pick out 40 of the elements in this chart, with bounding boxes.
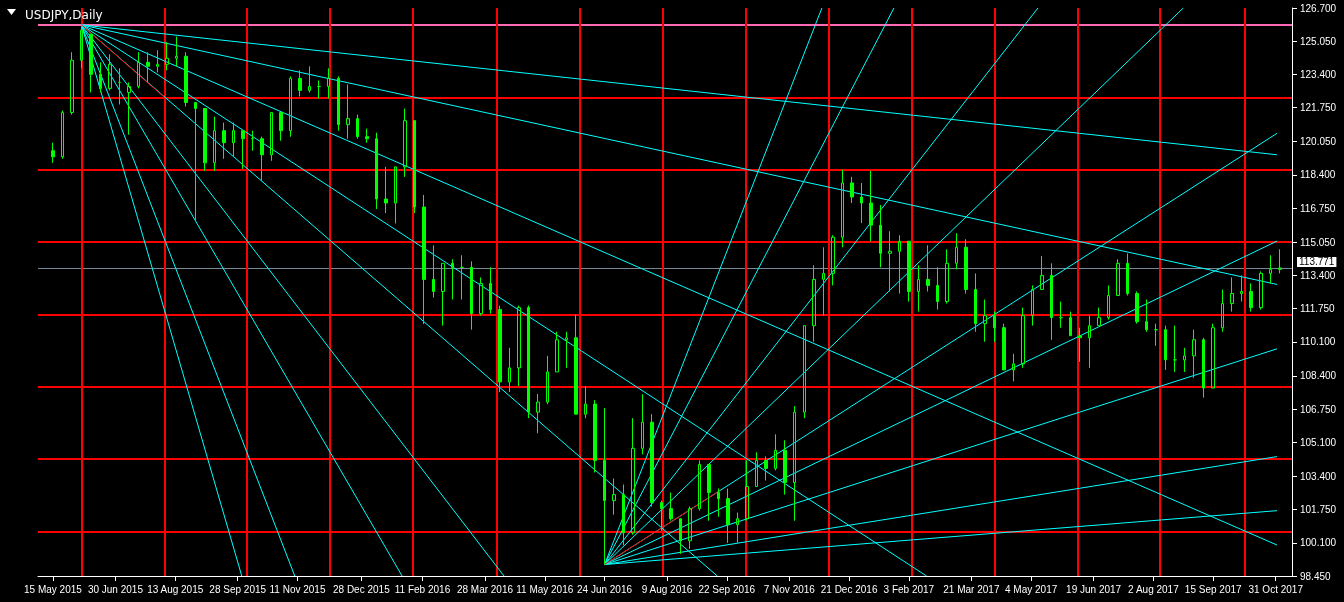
y-tick-label: 98.450 [1300, 570, 1332, 582]
y-tick-label: 106.750 [1300, 403, 1337, 415]
ref-line-label: 113.771 [1299, 256, 1335, 268]
x-tick-label: 21 Mar 2017 [943, 583, 1000, 595]
y-tick-label: 108.400 [1300, 370, 1337, 382]
x-tick-label: 19 Jun 2017 [1066, 583, 1122, 595]
y-tick-label: 100.100 [1300, 537, 1337, 549]
y-tick-label: 101.750 [1300, 504, 1337, 516]
x-tick-label: 21 Dec 2016 [820, 583, 878, 595]
y-tick-label: 123.400 [1300, 68, 1337, 80]
x-tick-label: 24 Jun 2016 [577, 583, 633, 595]
y-tick-label: 116.750 [1300, 202, 1336, 214]
x-tick-label: 22 Sep 2016 [698, 583, 756, 595]
x-tick-label: 11 Feb 2016 [394, 583, 451, 595]
y-tick-label: 120.050 [1300, 136, 1337, 148]
y-tick-label: 118.400 [1300, 169, 1336, 181]
x-tick-label: 30 Jun 2015 [87, 583, 144, 595]
x-tick-label: 11 Nov 2015 [269, 583, 326, 595]
x-tick-label: 9 Aug 2016 [641, 583, 693, 595]
x-tick-label: 3 Feb 2017 [883, 583, 935, 595]
x-tick-label: 15 May 2015 [24, 583, 83, 595]
y-tick-label: 121.750 [1300, 102, 1337, 114]
x-tick-label: 31 Oct 2017 [1248, 583, 1304, 595]
y-tick-label: 125.050 [1300, 35, 1337, 47]
x-tick-label: 28 Sep 2015 [209, 583, 267, 595]
y-tick-label: 126.700 [1300, 2, 1337, 14]
x-tick-label: 28 Dec 2015 [332, 583, 391, 595]
x-tick-label: 7 Nov 2016 [763, 583, 816, 595]
x-tick-label: 4 May 2017 [1005, 583, 1058, 595]
x-tick-label: 11 May 2016 [516, 583, 574, 595]
x-tick-label: 13 Aug 2015 [147, 583, 204, 595]
x-tick-label: 28 Mar 2016 [456, 583, 514, 595]
y-tick-label: 105.100 [1300, 436, 1337, 448]
y-tick-label: 113.400 [1300, 269, 1336, 281]
y-tick-label: 103.400 [1300, 470, 1337, 482]
x-tick-label: 15 Sep 2017 [1184, 583, 1242, 595]
y-tick-label: 111.750 [1300, 303, 1336, 315]
x-tick-label: 2 Aug 2017 [1128, 583, 1180, 595]
y-tick-label: 110.100 [1300, 336, 1336, 348]
y-tick-label: 115.050 [1300, 236, 1336, 248]
